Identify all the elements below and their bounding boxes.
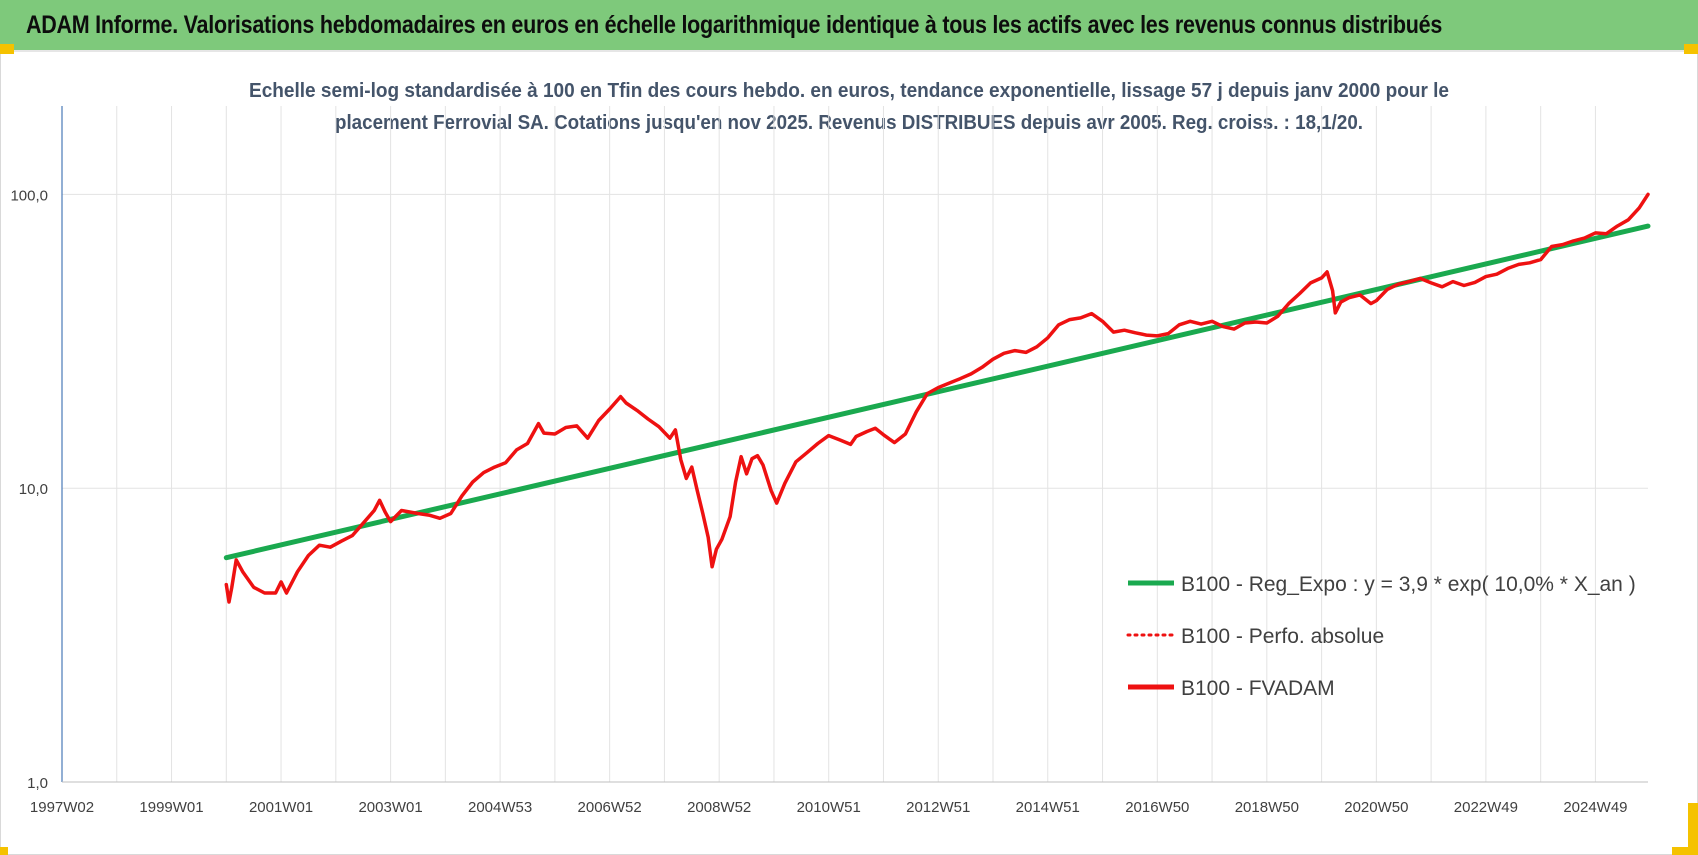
y-tick-label: 1,0 <box>27 775 48 792</box>
corner-marker-bottom-right-foot <box>1672 847 1698 855</box>
x-tick-label: 2022W49 <box>1454 799 1518 816</box>
banner-separator <box>0 50 1698 52</box>
legend: B100 - Reg_Expo : y = 3,9 * exp( 10,0% *… <box>1126 573 1636 700</box>
x-tick-label: 2012W51 <box>906 799 970 816</box>
corner-marker-bottom-left <box>0 847 8 855</box>
x-tick-label: 2024W49 <box>1563 799 1627 816</box>
x-tick-label: 2018W50 <box>1235 799 1299 816</box>
y-tick-labels: 1,0 10,0 100,0 <box>10 187 48 792</box>
legend-label-0: B100 - Reg_Expo : y = 3,9 * exp( 10,0% *… <box>1181 573 1636 596</box>
series-line-0 <box>223 223 1651 561</box>
y-tick-label: 10,0 <box>19 481 48 498</box>
x-tick-label: 1999W01 <box>139 799 203 816</box>
x-tick-label: 2010W51 <box>797 799 861 816</box>
chart-title-line-1: Echelle semi-log standardisée à 100 en T… <box>249 80 1449 102</box>
corner-marker-bottom-right <box>1688 803 1698 855</box>
chart-title: Echelle semi-log standardisée à 100 en T… <box>249 80 1449 134</box>
x-tick-label: 2001W01 <box>249 799 313 816</box>
y-tick-label: 100,0 <box>10 187 48 204</box>
chart-title-line-2: placement Ferrovial SA. Cotations jusqu'… <box>335 112 1363 134</box>
legend-label-1: B100 - Perfo. absolue <box>1181 625 1384 648</box>
x-tick-labels: 1997W02 1999W01 2001W01 2003W01 2004W53 2006W… <box>30 799 1628 816</box>
series-layer <box>223 192 1651 604</box>
x-tick-label: 2014W51 <box>1016 799 1080 816</box>
series-line-2 <box>224 192 1650 604</box>
x-tick-label: 2008W52 <box>687 799 751 816</box>
x-tick-label: 1997W02 <box>30 799 94 816</box>
x-tick-label: 2004W53 <box>468 799 532 816</box>
legend-label-2: B100 - FVADAM <box>1181 677 1335 700</box>
corner-marker-top-left <box>0 44 14 54</box>
axes <box>61 106 1648 783</box>
x-tick-label: 2020W50 <box>1344 799 1408 816</box>
banner-title: ADAM Informe. Valorisations hebdomadaire… <box>26 11 1443 39</box>
corner-marker-top-right <box>1684 44 1698 54</box>
grid-lines <box>61 106 1648 783</box>
x-tick-label: 2016W50 <box>1125 799 1189 816</box>
x-tick-label: 2006W52 <box>578 799 642 816</box>
header-banner: ADAM Informe. Valorisations hebdomadaire… <box>0 0 1698 50</box>
x-tick-label: 2003W01 <box>358 799 422 816</box>
